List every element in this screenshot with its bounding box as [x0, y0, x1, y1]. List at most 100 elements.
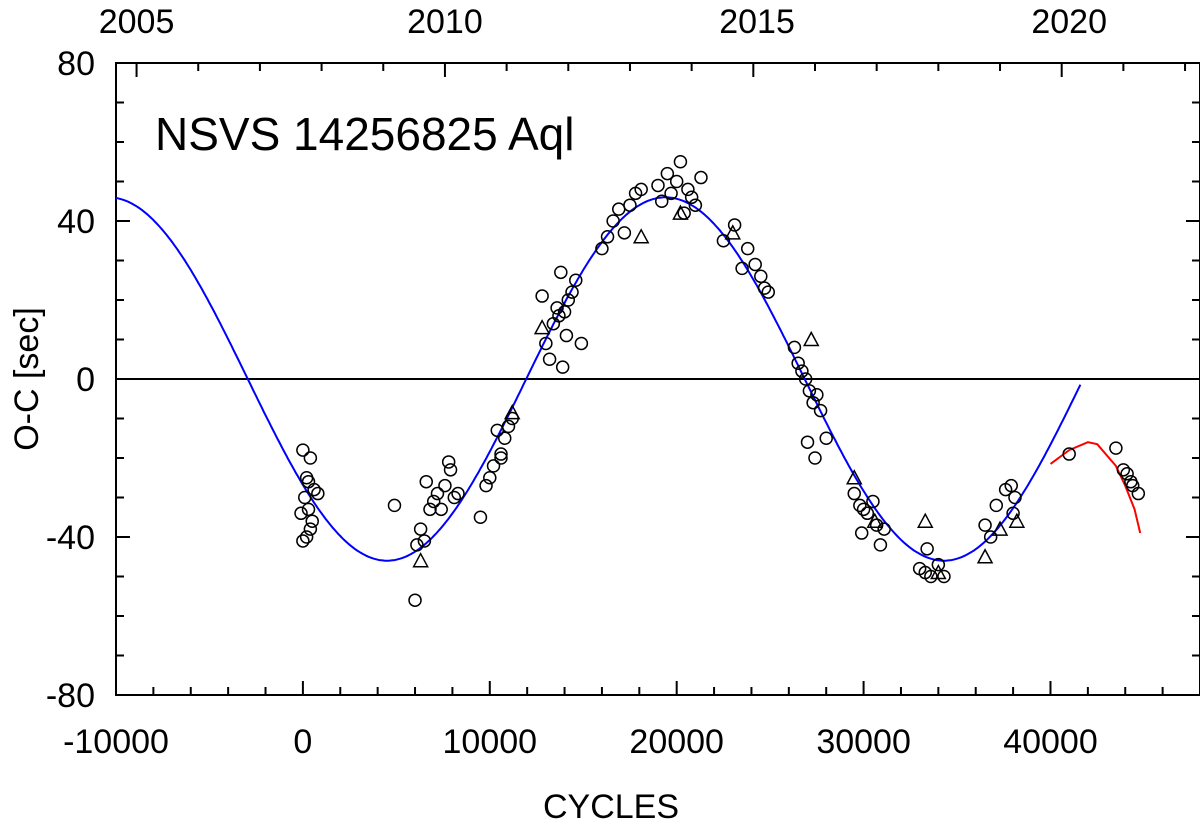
data-point-circle	[937, 569, 951, 584]
data-point-circle	[606, 214, 620, 228]
data-point-circle	[740, 241, 755, 256]
x-tick-label: 10000	[443, 723, 538, 761]
data-point-circle	[426, 494, 441, 509]
data-point-circle	[497, 431, 512, 445]
data-point-circle	[660, 166, 675, 181]
data-point-circle	[673, 155, 688, 169]
data-point-circle	[494, 447, 508, 461]
x-tick-label: 30000	[816, 723, 911, 761]
data-point-circle	[483, 471, 497, 485]
data-point-triangle	[724, 224, 742, 240]
data-point-triangle	[802, 330, 820, 347]
data-point-circle	[1131, 486, 1146, 501]
data-point-triangle	[866, 512, 884, 528]
data-point-circle	[989, 498, 1004, 513]
y-tick-label: 80	[57, 45, 95, 83]
data-point-circle	[688, 198, 703, 212]
data-point-triangle	[632, 228, 650, 244]
data-point-circle	[296, 443, 310, 457]
data-point-circle	[486, 459, 501, 473]
data-point-circle	[561, 293, 576, 307]
data-point-circle	[1116, 463, 1131, 477]
data-point-circle	[819, 431, 833, 445]
data-point-triangle	[672, 204, 689, 220]
data-point-circle	[569, 273, 583, 287]
data-point-triangle	[845, 469, 863, 485]
data-point-circle	[434, 502, 448, 517]
data-point-circle	[430, 486, 445, 501]
data-point-circle	[681, 182, 695, 197]
data-point-circle	[716, 234, 731, 248]
data-point-circle	[1008, 490, 1022, 505]
data-point-circle	[877, 522, 891, 536]
data-point-circle	[447, 490, 462, 505]
data-point-circle	[806, 395, 820, 410]
data-point-circle	[1004, 478, 1018, 493]
data-point-circle	[847, 486, 861, 501]
data-point-circle	[798, 372, 813, 386]
data-point-circle	[298, 490, 312, 505]
data-point-circle	[387, 498, 402, 513]
y-tick-label: -80	[46, 677, 95, 715]
data-point-circle	[735, 261, 749, 276]
data-point-circle	[473, 510, 488, 524]
data-point-circle	[451, 486, 465, 501]
data-point-circle	[748, 257, 762, 272]
data-point-circle	[443, 463, 458, 477]
data-point-circle	[554, 265, 568, 280]
data-point-circle	[1120, 467, 1134, 481]
top-year-label: 2020	[1031, 3, 1107, 41]
data-point-circle	[1062, 447, 1076, 461]
data-point-triangle	[1008, 512, 1026, 528]
data-point-circle	[920, 542, 934, 556]
data-point-triangle	[412, 552, 429, 568]
x-tick-label: 20000	[629, 723, 724, 761]
data-point-circle	[559, 328, 574, 343]
axis-tick-labels: -10000 0 10000 20000 30000 40000-80-400408020…	[46, 3, 1107, 761]
fit-curve	[115, 196, 1082, 562]
data-point-circle	[802, 384, 817, 398]
data-point-circle	[727, 218, 742, 232]
data-point-circle	[983, 530, 998, 544]
data-point-triangle	[503, 403, 521, 420]
data-point-circle	[612, 202, 626, 216]
data-point-circle	[694, 170, 708, 185]
marker-layer	[294, 155, 1146, 607]
data-point-circle	[761, 285, 776, 299]
data-point-circle	[623, 198, 637, 212]
data-point-triangle	[917, 512, 934, 528]
data-point-circle	[860, 506, 875, 521]
x-axis-title: CYCLES	[543, 788, 679, 826]
chart-title: NSVS 14256825 Aql	[155, 108, 574, 160]
data-point-triangle	[991, 520, 1009, 536]
data-point-circle	[1109, 441, 1123, 455]
data-point-circle	[305, 514, 319, 528]
y-tick-label: -40	[46, 519, 95, 557]
data-point-circle	[810, 388, 824, 402]
data-point-triangle	[533, 319, 551, 335]
data-point-circle	[565, 285, 579, 299]
data-point-circle	[301, 502, 316, 517]
data-point-circle	[600, 230, 615, 244]
data-point-circle	[413, 522, 428, 536]
data-point-circle	[654, 194, 669, 208]
x-tick-label: 40000	[1003, 723, 1098, 761]
data-point-circle	[555, 360, 570, 374]
data-point-circle	[854, 526, 869, 540]
data-point-circle	[438, 478, 452, 493]
data-point-circle	[757, 281, 772, 295]
data-point-circle	[787, 340, 802, 355]
y-axis-title: O-C [sec]	[8, 307, 46, 451]
data-point-circle	[542, 352, 557, 366]
data-point-circle	[301, 474, 316, 489]
data-point-circle	[303, 522, 318, 536]
data-point-circle	[417, 534, 432, 548]
data-point-circle	[311, 486, 325, 501]
data-point-circle	[617, 226, 632, 240]
data-point-circle	[550, 301, 564, 315]
y-tick-label: 40	[57, 203, 95, 241]
data-point-circle	[651, 178, 665, 193]
data-point-circle	[873, 538, 888, 552]
y-tick-label: 0	[76, 361, 95, 399]
